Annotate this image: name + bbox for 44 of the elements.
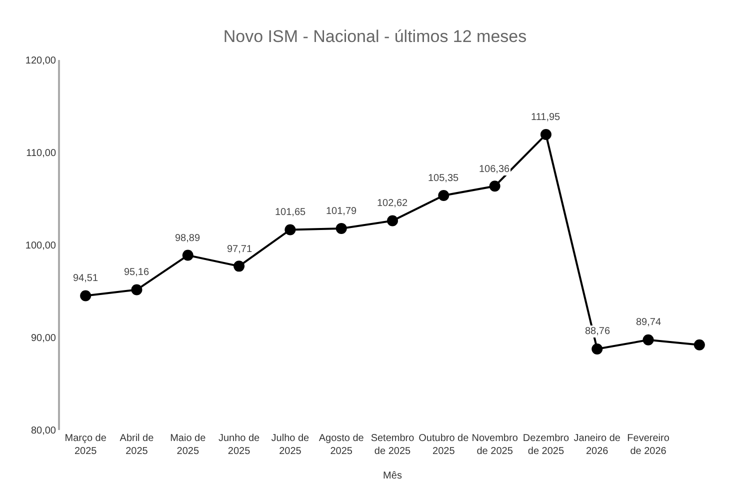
y-tick-label: 120,00 [25,56,56,66]
y-tick-label: 90,00 [30,333,56,344]
point [387,215,398,226]
point [489,180,500,192]
data-label: 111,95 [531,112,561,123]
data-label: 88,76 [585,326,610,337]
x-tick-label: Maio de 2025 [170,433,206,457]
x-tick-label: Agosto de 2025 [318,433,364,457]
chart-title: Novo ISM - Nacional - últimos 12 meses [223,26,527,46]
x-tick-label: Dezembro de 2025 [522,433,570,457]
point [592,343,603,354]
data-label: 95,16 [124,267,150,278]
x-tick-label: Janeiro de 2026 [574,433,621,457]
x-tick-label: Junho de 2025 [218,433,260,457]
point [642,334,654,346]
x-tick-label: Março de 2025 [64,433,107,457]
point [694,339,705,350]
y-tick-label: 100,00 [25,240,56,252]
data-label: 106,36 [479,164,510,175]
point [284,224,296,236]
y-tick-label: 80,00 [30,426,56,436]
data-label: 89,74 [636,317,662,328]
x-axis-title: Mês [383,470,402,482]
data-label: 102,62 [377,198,408,209]
x-tick-label: Julho de 2025 [271,433,310,457]
y-tick-label: 110,00 [26,148,56,159]
data-label: 101,65 [275,207,306,218]
point [182,250,194,261]
point [80,290,92,302]
x-tick-label: Novembro de 2025 [472,433,518,457]
data-label: 105,35 [428,173,460,184]
point [131,284,142,296]
x-tick-label: Outubro de 2025 [418,433,470,457]
x-tick-label: Abril de 2025 [120,433,154,457]
x-tick-label: Setembro de 2025 [370,433,415,457]
point [540,128,552,140]
point [234,260,245,272]
x-tick-label: Fevereiro de 2026 [627,433,670,457]
data-label: 94,51 [73,273,98,284]
point [438,190,450,202]
data-label: 98,89 [175,233,200,244]
point [336,222,347,234]
data-label: 97,71 [227,244,252,255]
data-label: 101,79 [326,206,358,217]
